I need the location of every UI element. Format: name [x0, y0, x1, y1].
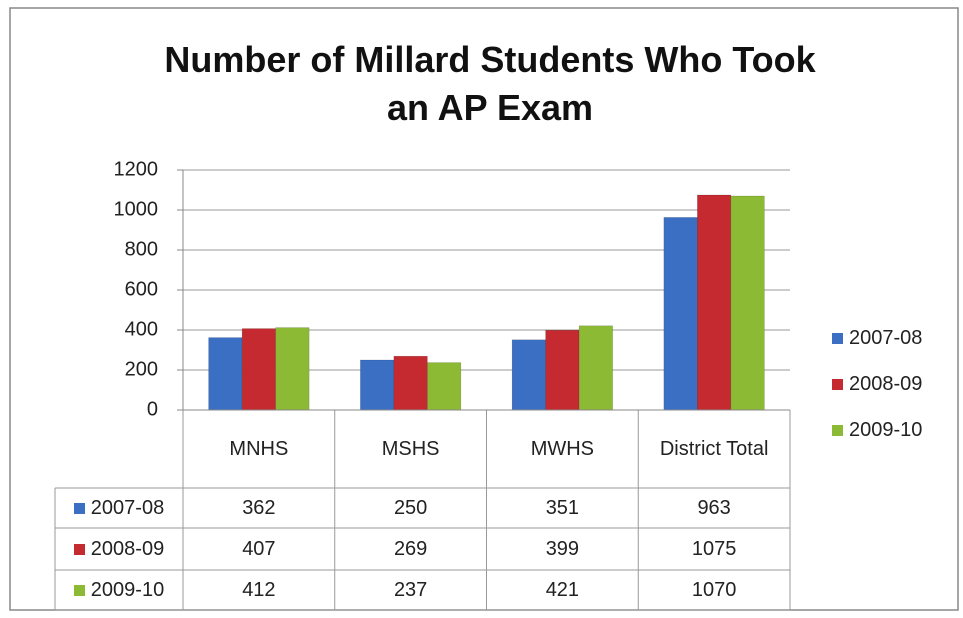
- bar: [663, 217, 698, 411]
- table-value: 963: [697, 497, 731, 519]
- series-name: 2009-10: [90, 579, 165, 601]
- x-tick-label: MNHS: [229, 438, 289, 460]
- bar: [511, 339, 546, 411]
- bar: [275, 327, 310, 411]
- y-tick-label: 1200: [114, 158, 159, 180]
- chart-title: Number of Millard Students Who Took an A…: [164, 39, 816, 128]
- bar: [208, 337, 243, 411]
- legend-item: 2007-08: [832, 324, 952, 352]
- table-value: 399: [545, 538, 580, 560]
- table-value: 269: [393, 538, 428, 560]
- legend-key: [73, 543, 85, 555]
- table-row-label: 2009-10: [55, 570, 183, 610]
- table-value: 1075: [691, 538, 737, 560]
- legend-key: [832, 424, 843, 436]
- legend-label: 2009-10: [849, 419, 923, 441]
- table-value: 421: [545, 579, 580, 601]
- legend-item: 2008-09: [832, 370, 952, 398]
- bar: [578, 325, 613, 411]
- y-tick-label: 1000: [114, 198, 159, 220]
- table-value: 237: [393, 579, 428, 601]
- bar: [730, 195, 765, 411]
- y-tick-label: 200: [125, 358, 158, 380]
- bar: [427, 362, 462, 411]
- y-tick-label: 0: [147, 398, 158, 420]
- table-value: 1070: [691, 579, 737, 601]
- series-name: 2007-08: [90, 497, 165, 519]
- bar: [697, 194, 732, 411]
- table-value: 362: [242, 497, 276, 519]
- bar: [360, 359, 395, 411]
- legend-key: [832, 332, 843, 344]
- series-name: 2008-09: [90, 538, 165, 560]
- x-tick-label: MWHS: [530, 438, 595, 460]
- table-value: 250: [393, 497, 428, 519]
- table-value: 407: [242, 538, 276, 560]
- x-tick-label: District Total: [659, 438, 769, 460]
- legend-label: 2008-09: [849, 373, 923, 395]
- legend-item: 2009-10: [832, 416, 952, 444]
- bar: [241, 328, 276, 411]
- bar: [545, 329, 580, 411]
- y-tick-label: 400: [125, 318, 158, 340]
- legend-key: [832, 378, 843, 390]
- legend-label: 2007-08: [849, 327, 923, 349]
- legend-key: [73, 584, 85, 596]
- table-row-label: 2007-08: [55, 488, 183, 528]
- table-row-label: 2008-09: [55, 528, 183, 570]
- y-tick-label: 800: [125, 238, 158, 260]
- bar: [393, 355, 428, 411]
- table-value: 351: [545, 497, 580, 519]
- x-tick-label: MSHS: [381, 438, 440, 460]
- y-tick-label: 600: [125, 278, 158, 300]
- table-value: 412: [242, 579, 276, 601]
- legend-key: [73, 502, 85, 514]
